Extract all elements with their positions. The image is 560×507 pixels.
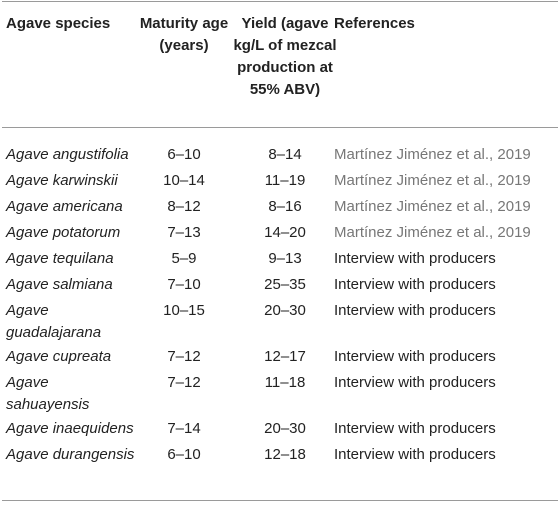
reference-cell: Interview with producers: [334, 250, 496, 267]
species-cell: Agave tequilana: [6, 250, 114, 267]
reference-cell: Martínez Jiménez et al., 2019: [334, 198, 531, 215]
yield-cell: 20–30: [264, 420, 306, 437]
species-cell: Agave durangensis: [6, 446, 135, 463]
yield-cell: 20–30: [264, 302, 306, 319]
species-cell: Agave cupreata: [6, 348, 112, 365]
table-row: Agave inaequidens 7–14 20–30 Interview with…: [0, 418, 560, 444]
table-bottom-rule: [2, 500, 558, 501]
species-cell: Agave sahuayensis: [6, 374, 90, 413]
header-species: Agave species: [6, 15, 111, 32]
reference-cell: Interview with producers: [334, 374, 496, 391]
reference-cell: Martínez Jiménez et al., 2019: [334, 224, 531, 241]
yield-cell: 11–19: [264, 172, 306, 189]
table-row: Agave guadalajarana 10–15 20–30 Interview w…: [0, 300, 560, 346]
species-cell: Agave angustifolia: [6, 146, 129, 163]
reference-cell: Martínez Jiménez et al., 2019: [334, 172, 531, 189]
header-yield: Yield (agave kg/L of mezcal production a…: [233, 15, 337, 98]
yield-cell: 12–17: [264, 348, 306, 365]
maturity-cell: 10–15: [163, 302, 205, 319]
table-row: Agave angustifolia 6–10 8–14 Martínez Jimén…: [0, 144, 560, 170]
reference-cell: Interview with producers: [334, 276, 496, 293]
reference-cell: Interview with producers: [334, 302, 496, 319]
table-row: Agave karwinskii 10–14 11–19 Martínez Jimén…: [0, 170, 560, 196]
header-references: References: [334, 15, 415, 32]
maturity-cell: 7–12: [167, 348, 201, 365]
maturity-cell: 6–10: [167, 446, 201, 463]
table-top-rule: [2, 1, 558, 2]
table-row: Agave sahuayensis 7–12 11–18 Interview with…: [0, 372, 560, 418]
yield-cell: 9–13: [268, 250, 302, 267]
maturity-cell: 7–13: [167, 224, 201, 241]
table-row: Agave cupreata 7–12 12–17 Interview with pr…: [0, 346, 560, 372]
yield-cell: 14–20: [264, 224, 306, 241]
maturity-cell: 7–10: [167, 276, 201, 293]
maturity-cell: 8–12: [167, 198, 201, 215]
species-cell: Agave americana: [6, 198, 123, 215]
species-cell: Agave inaequidens: [6, 420, 134, 437]
table-row: Agave americana 8–12 8–16 Martínez Jiménez …: [0, 196, 560, 222]
yield-cell: 12–18: [264, 446, 306, 463]
table-row: Agave potatorum 7–13 14–20 Martínez Jiménez…: [0, 222, 560, 248]
maturity-cell: 7–14: [167, 420, 201, 437]
table-row: Agave durangensis 6–10 12–18 Interview with…: [0, 444, 560, 490]
species-cell: Agave karwinskii: [6, 172, 118, 189]
yield-cell: 8–16: [268, 198, 302, 215]
yield-cell: 8–14: [268, 146, 302, 163]
header-maturity: Maturity age (years): [139, 15, 229, 54]
maturity-cell: 7–12: [167, 374, 201, 391]
reference-cell: Interview with producers: [334, 446, 496, 463]
maturity-cell: 10–14: [163, 172, 205, 189]
maturity-cell: 5–9: [171, 250, 197, 267]
table-body: Agave angustifolia 6–10 8–14 Martínez Jimén…: [0, 144, 560, 490]
yield-cell: 11–18: [264, 374, 306, 391]
table-row: Agave tequilana 5–9 9–13 Interview with pro…: [0, 248, 560, 274]
table-row: Agave salmiana 7–10 25–35 Interview with pr…: [0, 274, 560, 300]
reference-cell: Interview with producers: [334, 348, 496, 365]
yield-cell: 25–35: [264, 276, 306, 293]
maturity-cell: 6–10: [167, 146, 201, 163]
header-divider-rule: [2, 127, 558, 128]
reference-cell: Interview with producers: [334, 420, 496, 437]
species-cell: Agave potatorum: [6, 224, 121, 241]
species-cell: Agave salmiana: [6, 276, 113, 293]
species-cell: Agave guadalajarana: [6, 302, 102, 341]
reference-cell: Martínez Jiménez et al., 2019: [334, 146, 531, 163]
